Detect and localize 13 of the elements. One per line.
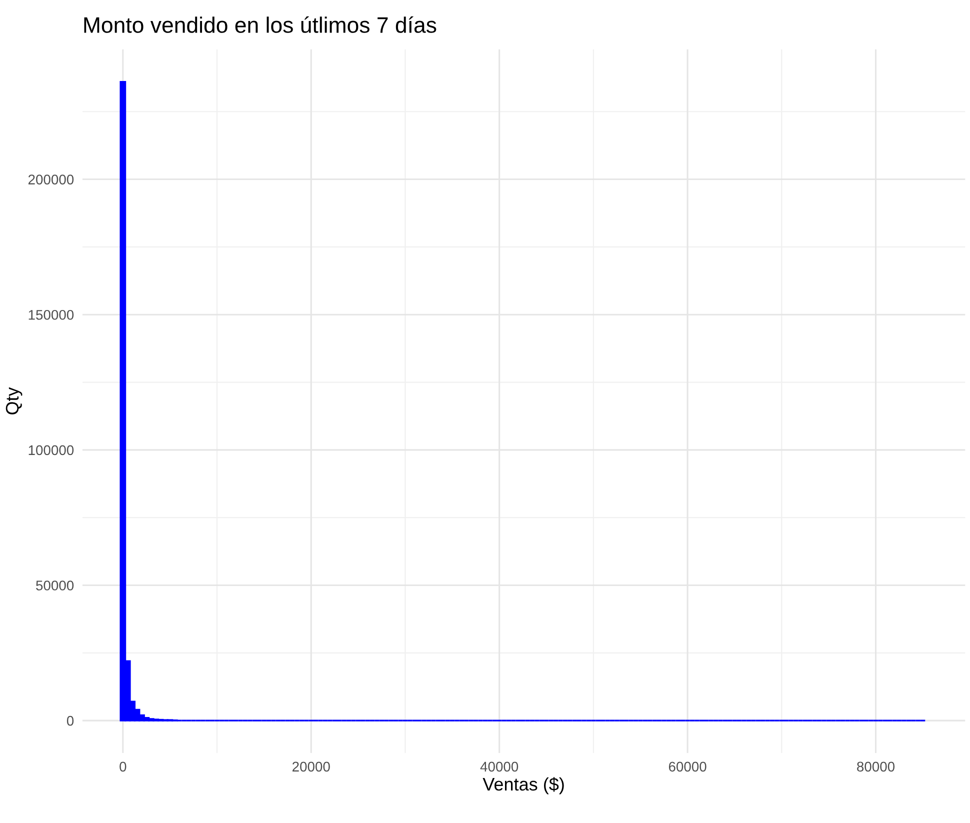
x-tick-label: 20000: [292, 762, 330, 772]
y-tick-label: 200000: [28, 174, 74, 184]
y-tick-label: 0: [66, 716, 74, 726]
x-tick-label: 0: [120, 762, 126, 772]
x-tick-label: 40000: [480, 762, 518, 772]
y-axis-title: Qty: [6, 387, 22, 414]
x-tick-label: 60000: [668, 762, 706, 772]
chart-title: Monto vendido en los útlimos 7 días: [84, 16, 436, 33]
y-tick-label: 150000: [28, 310, 74, 320]
y-tick-label: 50000: [36, 580, 74, 590]
x-axis-title: Ventas ($): [482, 777, 564, 794]
y-tick-label: 100000: [28, 445, 74, 456]
x-tick-label: 80000: [857, 762, 895, 772]
